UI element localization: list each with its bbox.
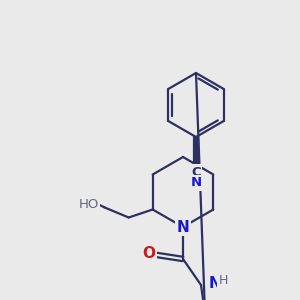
Text: O: O — [142, 247, 155, 262]
Text: N: N — [177, 220, 189, 235]
Text: N: N — [208, 275, 221, 290]
Text: N: N — [190, 176, 202, 190]
Text: H: H — [218, 274, 228, 286]
Text: C: C — [191, 166, 201, 178]
Text: HO: HO — [79, 198, 99, 211]
